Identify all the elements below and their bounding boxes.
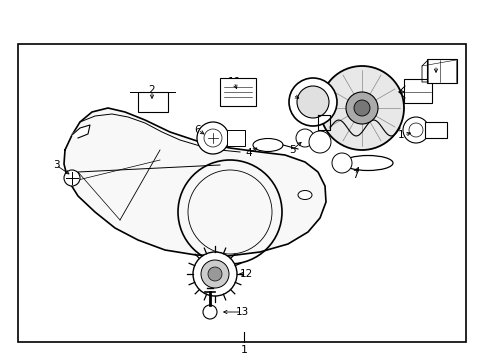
Circle shape <box>295 129 313 147</box>
Bar <box>424 122 446 138</box>
Polygon shape <box>72 125 90 138</box>
Text: 2: 2 <box>148 85 155 95</box>
Text: 7: 7 <box>351 170 358 180</box>
Text: 6: 6 <box>194 125 201 135</box>
Polygon shape <box>64 108 325 256</box>
Circle shape <box>319 66 403 150</box>
Bar <box>220 78 256 106</box>
Circle shape <box>197 122 228 154</box>
Text: 4: 4 <box>245 148 252 158</box>
FancyBboxPatch shape <box>426 59 456 83</box>
Text: 8: 8 <box>393 87 400 97</box>
Circle shape <box>288 78 336 126</box>
Text: 14: 14 <box>428 60 442 70</box>
Circle shape <box>193 252 237 296</box>
Ellipse shape <box>252 139 283 152</box>
Text: 10: 10 <box>227 77 240 87</box>
Text: 9: 9 <box>289 90 296 100</box>
Circle shape <box>296 86 328 118</box>
Circle shape <box>207 267 222 281</box>
Bar <box>226 130 244 146</box>
Text: 11: 11 <box>397 130 410 140</box>
Circle shape <box>353 100 369 116</box>
Circle shape <box>331 153 351 173</box>
Circle shape <box>346 92 377 124</box>
Circle shape <box>64 170 80 186</box>
FancyBboxPatch shape <box>403 79 431 103</box>
Circle shape <box>308 131 330 153</box>
Text: 1: 1 <box>240 345 247 355</box>
Bar <box>18 44 465 342</box>
Text: 12: 12 <box>239 269 252 279</box>
Ellipse shape <box>342 156 392 171</box>
Circle shape <box>201 260 228 288</box>
Ellipse shape <box>297 190 311 199</box>
Text: 13: 13 <box>235 307 248 317</box>
Text: 3: 3 <box>53 160 59 170</box>
Bar <box>138 92 168 112</box>
Circle shape <box>203 305 217 319</box>
Text: 5: 5 <box>288 145 295 155</box>
Circle shape <box>402 117 428 143</box>
